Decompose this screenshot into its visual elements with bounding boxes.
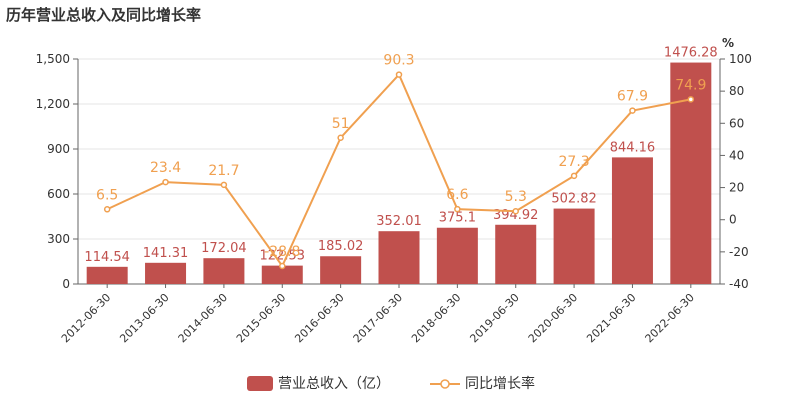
bar [378, 231, 420, 284]
bar-value-label: 114.54 [84, 250, 130, 265]
bar [495, 224, 537, 284]
bar-value-label: 375.1 [439, 211, 476, 226]
growth-point [687, 96, 695, 103]
growth-value-label: -28.8 [264, 244, 300, 260]
x-tick-label: 2018-06-30 [409, 291, 463, 345]
y-right-tick-label: 40 [729, 148, 744, 162]
chart-title: 历年营业总收入及同比增长率 [6, 6, 202, 24]
y-right-tick-label: 80 [729, 84, 744, 98]
y-left-tick-label: 1,200 [36, 97, 70, 111]
x-tick-label: 2015-06-30 [234, 291, 288, 345]
legend-line-marker [440, 379, 450, 389]
bar-value-label: 141.31 [143, 246, 189, 261]
y-right-tick-label: -20 [729, 245, 749, 259]
bar-value-label: 185.02 [318, 239, 364, 254]
growth-value-label: 23.4 [150, 160, 181, 176]
growth-value-label: 6.5 [96, 187, 118, 203]
growth-value-label: 74.9 [675, 77, 706, 93]
bar [553, 208, 595, 284]
growth-point [103, 206, 111, 213]
bar [611, 157, 653, 284]
bar [145, 262, 187, 284]
growth-point [395, 71, 403, 78]
bar [86, 266, 128, 284]
y-right-tick-label: 0 [729, 213, 737, 227]
bar-value-label: 122.53 [260, 249, 306, 264]
bar [320, 256, 362, 284]
y-left-tick-label: 900 [47, 142, 70, 156]
growth-value-label: 21.7 [208, 163, 239, 179]
growth-point [337, 134, 344, 141]
y-left-tick-label: 600 [47, 187, 70, 201]
y-left-tick-label: 300 [47, 232, 70, 246]
bar [203, 258, 245, 284]
y-right-tick-label: 60 [729, 116, 744, 130]
x-tick-label: 2022-06-30 [643, 291, 697, 345]
y-right-unit: % [722, 36, 734, 50]
x-tick-label: 2020-06-30 [526, 291, 580, 345]
growth-value-label: 27.3 [559, 154, 590, 170]
bar-value-label: 352.01 [376, 214, 422, 229]
bar-value-label: 502.82 [551, 192, 597, 207]
growth-value-label: 51 [332, 116, 350, 132]
growth-value-label: 67.9 [617, 89, 648, 105]
growth-value-label: 6.6 [446, 187, 468, 203]
growth-point [162, 178, 169, 186]
growth-point [570, 172, 578, 180]
legend-line-label: 同比增长率 [465, 375, 535, 392]
x-tick-label: 2014-06-30 [176, 291, 230, 345]
x-tick-label: 2021-06-30 [584, 291, 638, 345]
y-left-tick-label: 0 [62, 277, 70, 291]
x-tick-label: 2016-06-30 [292, 291, 346, 345]
bar [670, 62, 712, 284]
growth-point [454, 205, 461, 213]
bar-value-label: 172.04 [201, 241, 247, 256]
bar [261, 265, 303, 284]
bar-value-label: 844.16 [610, 140, 656, 155]
bar-value-label: 1476.28 [664, 46, 718, 61]
x-tick-label: 2013-06-30 [117, 291, 171, 345]
y-right-tick-label: -40 [729, 277, 749, 291]
growth-point [279, 262, 286, 270]
growth-point [629, 107, 636, 114]
y-right-tick-label: 20 [729, 181, 744, 195]
growth-value-label: 90.3 [383, 53, 414, 69]
growth-value-label: 5.3 [505, 189, 527, 205]
growth-point [512, 207, 519, 215]
legend-bar-label: 营业总收入（亿） [278, 376, 390, 392]
bar [436, 227, 478, 284]
growth-point [220, 181, 228, 189]
x-tick-label: 2017-06-30 [351, 291, 405, 345]
legend-bar-swatch [247, 376, 273, 391]
y-left-tick-label: 1,500 [36, 52, 70, 66]
x-tick-label: 2012-06-30 [59, 291, 113, 345]
y-right-tick-label: 100 [729, 52, 752, 66]
x-tick-label: 2019-06-30 [467, 291, 521, 345]
